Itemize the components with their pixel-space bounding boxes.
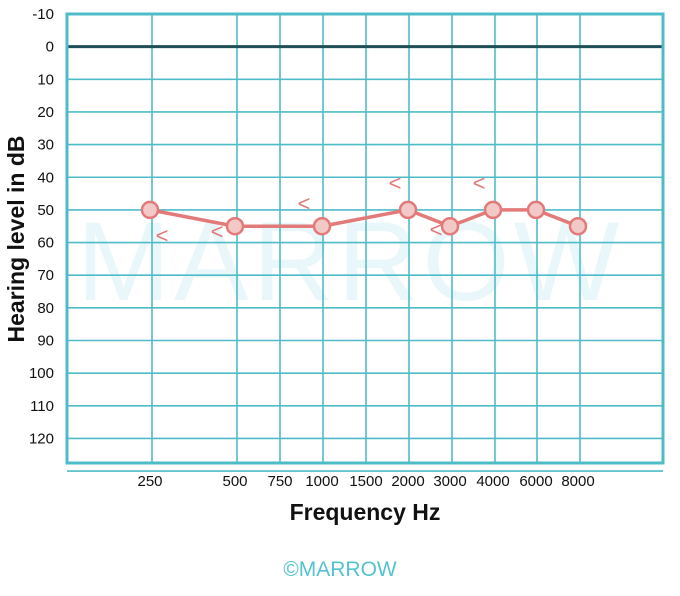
masking-symbol: < <box>473 171 486 196</box>
footer-brand-logo: ©MARROW <box>283 558 397 581</box>
plot-frame <box>65 12 665 465</box>
data-point <box>526 200 546 220</box>
audiogram-chart: MARROW -10 0 10 20 30 40 50 60 70 80 90 100 110 120 2… <box>3 6 665 525</box>
y-tick-label: 110 <box>30 398 54 415</box>
watermark-text: MARROW <box>77 199 624 324</box>
y-tick-label: 80 <box>37 300 54 317</box>
data-point <box>312 216 332 236</box>
x-tick-label: 2000 <box>391 473 424 490</box>
y-tick-labels: -10 0 10 20 30 40 50 60 70 80 90 100 110 120 <box>29 6 54 447</box>
x-tick-label: 6000 <box>519 473 552 490</box>
y-tick-label: 100 <box>29 365 54 382</box>
y-tick-label: 50 <box>37 202 54 219</box>
x-tick-label: 1000 <box>305 473 338 490</box>
masking-symbol: < <box>389 171 402 196</box>
x-tick-label: 250 <box>137 473 162 490</box>
data-point <box>440 216 460 236</box>
masking-symbols: < < < < < < <box>156 171 486 249</box>
x-tick-labels: 250 500 750 1000 1500 2000 3000 4000 6000 8000 <box>137 473 594 490</box>
x-tick-label: 4000 <box>476 473 509 490</box>
y-tick-label: 40 <box>37 169 54 186</box>
series-layer <box>140 200 588 236</box>
x-tick-label: 8000 <box>561 473 594 490</box>
data-point <box>398 200 418 220</box>
grid-lines <box>66 14 664 472</box>
data-point <box>225 216 245 236</box>
masking-symbol: < <box>211 219 224 244</box>
data-point <box>483 200 503 220</box>
x-tick-label: 500 <box>222 473 247 490</box>
masking-symbol: < <box>430 217 443 242</box>
y-axis-title: Hearing level in dB <box>3 135 29 342</box>
x-axis-title: Frequency Hz <box>290 499 441 525</box>
y-tick-label: 90 <box>37 333 54 350</box>
y-tick-label: 0 <box>46 39 54 56</box>
data-point <box>140 200 160 220</box>
y-tick-label: 20 <box>37 104 54 121</box>
y-tick-label: 10 <box>37 71 54 88</box>
y-tick-label: 70 <box>37 267 54 284</box>
masking-symbol: < <box>156 223 169 248</box>
masking-symbol: < <box>298 191 311 216</box>
x-tick-label: 1500 <box>349 473 382 490</box>
y-tick-label: -10 <box>32 6 54 23</box>
y-tick-label: 120 <box>29 430 54 447</box>
y-tick-label: 60 <box>37 235 54 252</box>
plot-background <box>67 14 663 463</box>
x-tick-label: 750 <box>267 473 292 490</box>
data-point <box>568 216 588 236</box>
x-tick-label: 3000 <box>433 473 466 490</box>
y-tick-label: 30 <box>37 137 54 154</box>
